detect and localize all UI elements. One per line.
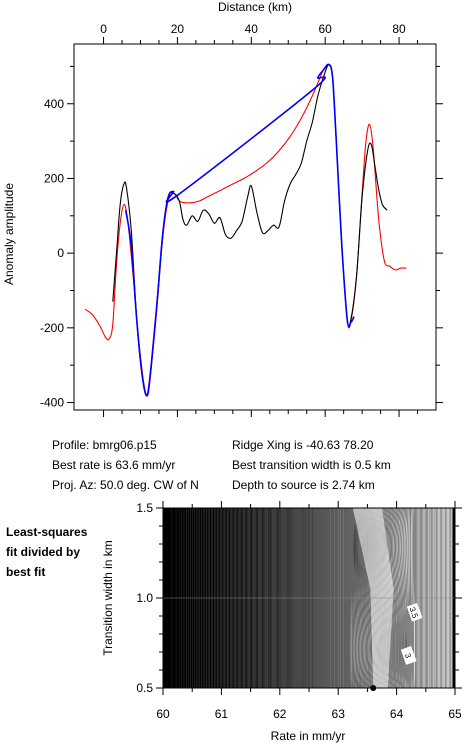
projection-azimuth: Proj. Az: 50.0 deg. CW of N — [52, 478, 199, 492]
heatmap-ticks: 60 61 62 63 64 65 0.5 1.0 1.5 — [136, 501, 462, 721]
ridge-crossing: Ridge Xing is -40.63 78.20 — [232, 438, 374, 452]
series-line-fit — [124, 63, 355, 397]
contour-label-text: 3.5 — [408, 606, 420, 620]
heatmap-y-label: Transition width in km — [101, 540, 115, 656]
x-tick-label: 80 — [392, 22, 406, 36]
x-tick-label: 0 — [100, 22, 107, 36]
caption-line: best fit — [6, 565, 46, 579]
heatmap-contour-labels: 3.53 — [370, 602, 423, 691]
heatmap-x-label: Rate in mm/yr — [271, 729, 346, 743]
y-tick-label: 0 — [57, 246, 64, 260]
profile-x-label: Distance (km) — [218, 0, 292, 14]
contour-label: 3 — [400, 646, 417, 665]
contour-label-bg — [406, 602, 423, 622]
profile-ticks: 0 20 40 60 80 -400 -200 0 200 400 — [40, 22, 443, 417]
heatmap-x-tick-label: 64 — [390, 707, 404, 721]
heatmap-x-tick-label: 60 — [156, 707, 170, 721]
y-tick-label: 400 — [44, 97, 64, 111]
profile-y-label: Anomaly amplitude — [2, 183, 16, 285]
caption-line: fit divided by — [6, 545, 81, 559]
y-tick-label: -200 — [40, 321, 64, 335]
heatmap-field — [163, 508, 455, 688]
profile-name: Profile: bmrg06.p15 — [52, 438, 157, 452]
x-tick-label: 20 — [171, 22, 185, 36]
x-tick-label: 60 — [319, 22, 333, 36]
heatmap-x-tick-label: 61 — [215, 707, 229, 721]
y-tick-label: -400 — [40, 396, 64, 410]
best-rate: Best rate is 63.6 mm/yr — [52, 458, 176, 472]
heatmap-y-tick-label: 1.5 — [136, 501, 153, 515]
transition-width: Best transition width is 0.5 km — [232, 458, 391, 472]
profile-series — [84, 63, 407, 397]
contour-label-text: 3 — [403, 652, 413, 660]
heatmap-y-tick-label: 1.0 — [136, 591, 153, 605]
heatmap-x-tick-label: 65 — [448, 707, 462, 721]
source-depth: Depth to source is 2.74 km — [232, 478, 375, 492]
y-tick-label: 200 — [44, 171, 64, 185]
best-fit-point — [370, 685, 377, 691]
caption-line: Least-squares — [6, 525, 88, 539]
x-tick-label: 40 — [245, 22, 259, 36]
heatmap-x-tick-label: 62 — [273, 707, 287, 721]
profile-plot: 0 20 40 60 80 -400 -200 0 200 400 Distance (km) A… — [2, 0, 443, 417]
heatmap-caption: Least-squares fit divided by best fit — [6, 522, 87, 582]
profile-plot-frame — [73, 43, 437, 411]
contour-label: 3.5 — [406, 602, 423, 622]
contour-label-bg — [400, 646, 417, 665]
fit-heatmap: 60 61 62 63 64 650.51.01.5 3.53 Rate in mm/yr… — [101, 501, 462, 743]
heatmap-y-tick-label: 0.5 — [136, 681, 153, 695]
heatmap-x-tick-label: 63 — [332, 707, 346, 721]
